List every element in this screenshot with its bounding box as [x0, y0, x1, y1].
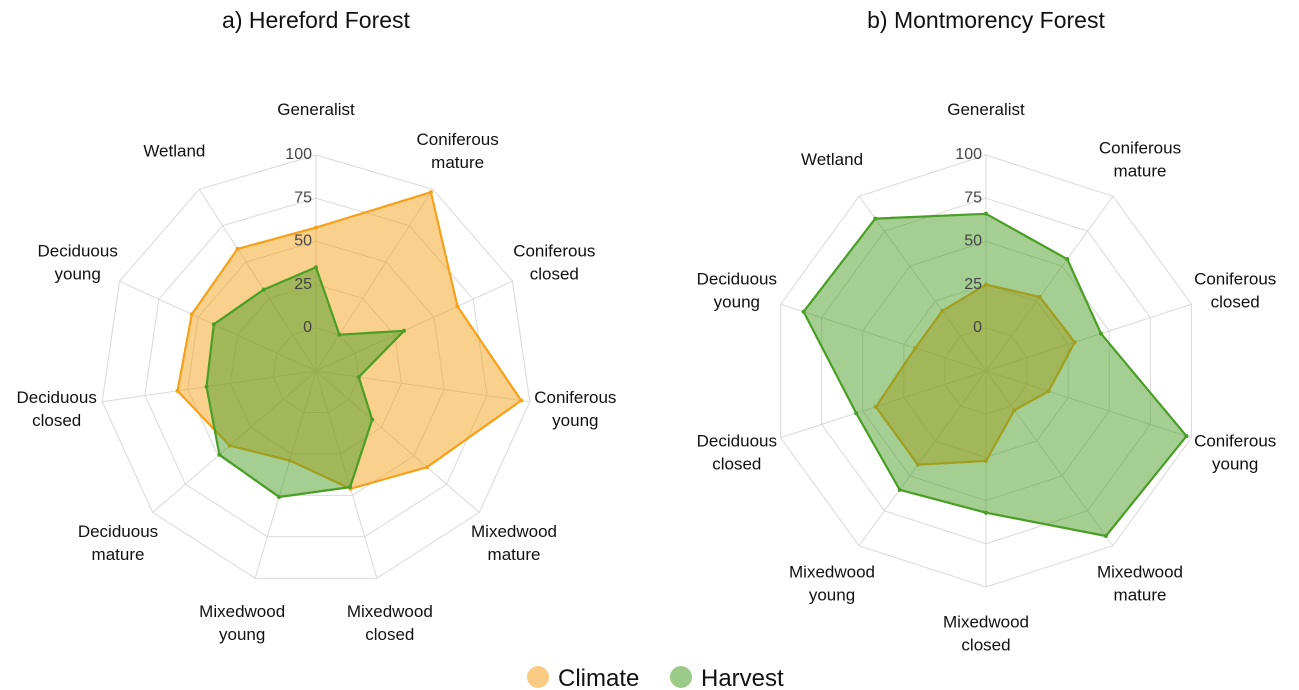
y-tick-label: 100 — [285, 146, 312, 163]
y-tick-label: 25 — [294, 276, 312, 293]
data-point — [455, 304, 460, 309]
legend-marker — [527, 666, 549, 688]
category-label: Mixedwood mature — [1097, 562, 1183, 604]
data-point — [854, 411, 859, 416]
category-label: Mixedwood closed — [943, 613, 1029, 655]
series-area — [802, 212, 1188, 538]
category-label: Mixedwood closed — [347, 602, 433, 644]
data-point — [314, 265, 318, 270]
category-label: Deciduous closed — [17, 388, 97, 430]
data-point — [1184, 434, 1189, 439]
data-point — [211, 322, 216, 327]
series-area — [205, 266, 406, 499]
data-point — [348, 485, 353, 490]
legend-label: Climate — [558, 665, 639, 690]
data-point — [897, 487, 902, 492]
category-label: Wetland — [801, 150, 863, 169]
category-label: Generalist — [277, 100, 355, 119]
data-point — [337, 332, 342, 337]
y-tick-label: 0 — [303, 319, 312, 336]
category-label: Mixedwood mature — [471, 522, 557, 564]
category-label: Wetland — [143, 142, 205, 161]
category-label: Deciduous young — [38, 242, 118, 284]
y-tick-label: 50 — [964, 233, 982, 250]
grid-ring — [780, 154, 1192, 588]
data-point — [428, 190, 433, 195]
category-label: Mixedwood young — [789, 562, 875, 604]
data-point — [314, 225, 318, 230]
y-tick-label: 0 — [973, 319, 982, 336]
category-label: Coniferous young — [1194, 431, 1276, 473]
data-point — [356, 375, 361, 380]
data-point — [425, 465, 430, 470]
data-point — [204, 384, 209, 389]
data-point — [402, 328, 407, 333]
category-label: Mixedwood young — [199, 602, 285, 644]
category-label: Generalist — [947, 100, 1025, 119]
y-tick-label: 25 — [964, 276, 982, 293]
data-point — [519, 398, 524, 403]
data-point — [277, 495, 282, 500]
category-label: Coniferous mature — [417, 130, 499, 172]
category-label: Coniferous mature — [1099, 139, 1181, 181]
data-point — [1103, 533, 1108, 538]
category-label: Deciduous young — [697, 270, 777, 312]
data-point — [370, 417, 375, 422]
chart-title: b) Montmorency Forest — [867, 7, 1105, 33]
category-label: Coniferous closed — [1194, 270, 1276, 312]
y-tick-label: 50 — [294, 233, 312, 250]
data-point — [984, 211, 988, 216]
legend-marker — [670, 666, 692, 688]
data-point — [873, 216, 878, 221]
y-tick-label: 100 — [955, 146, 982, 163]
category-label: Deciduous mature — [78, 522, 158, 564]
data-point — [1065, 257, 1070, 262]
data-point — [217, 452, 222, 457]
y-tick-label: 75 — [294, 189, 312, 206]
data-point — [175, 388, 180, 393]
data-point — [1099, 331, 1104, 336]
grid-ring — [144, 197, 488, 538]
data-point — [801, 309, 806, 314]
data-point — [189, 312, 194, 317]
legend-label: Harvest — [701, 665, 784, 690]
category-label: Coniferous closed — [513, 242, 595, 284]
data-point — [261, 287, 266, 292]
grid-ring — [101, 154, 531, 579]
chart-title: a) Hereford Forest — [222, 7, 411, 33]
category-label: Deciduous closed — [697, 431, 777, 473]
y-tick-label: 75 — [964, 189, 982, 206]
data-point — [984, 510, 988, 515]
data-point — [235, 246, 240, 251]
category-label: Coniferous young — [534, 388, 616, 430]
